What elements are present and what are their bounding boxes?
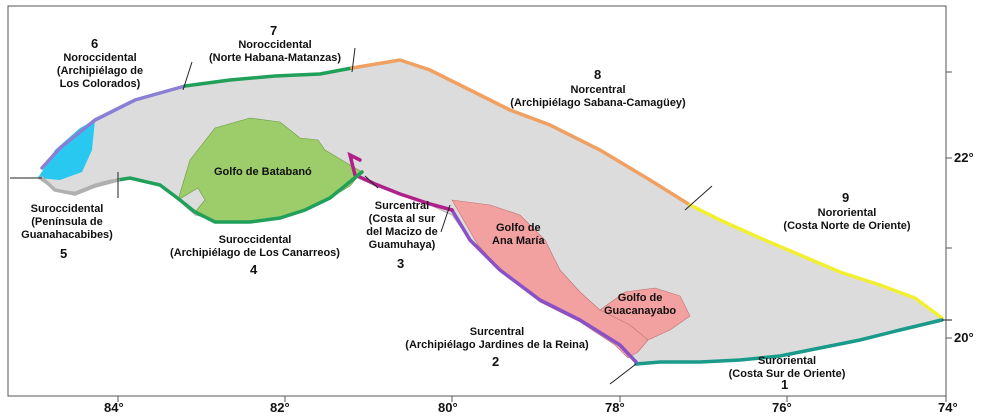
region-3-number: 3 [397, 256, 405, 271]
coast-segment-7 [183, 66, 354, 88]
y-tick-22: 22° [954, 150, 974, 165]
x-tick-78: 78° [605, 400, 625, 415]
boundary-marks [10, 47, 952, 385]
x-tick-82: 82° [270, 400, 290, 415]
region-8-label: Norcentral (Archipiélago Sabana-Camagüey) [510, 84, 686, 109]
region-9-label: Nororiental (Costa Norte de Oriente) [783, 207, 911, 232]
coast-segment-8 [350, 58, 692, 207]
coast-segment-6 [40, 84, 187, 170]
region-1-number: 1 [781, 377, 789, 392]
coast-segments [40, 58, 944, 366]
coast-segment-4 [116, 170, 364, 224]
x-tick-80: 80° [438, 400, 458, 415]
region-9-number: 9 [842, 190, 850, 205]
region-5-label: Suroccidental (Península de Guanahacabibes… [21, 203, 113, 241]
coast-segment-2 [450, 208, 638, 364]
region-4-number: 4 [250, 262, 258, 277]
coast-segment-9 [688, 203, 944, 320]
gulf-guacanayabo-label: Golfo de Guacanayabo [604, 292, 677, 317]
region-2-number: 2 [492, 354, 500, 369]
x-tick-74: 74° [938, 400, 958, 415]
x-tick-84: 84° [104, 400, 124, 415]
gulf-guacanayabo-area [599, 287, 691, 341]
region-5-number: 5 [60, 246, 68, 261]
region-8-number: 8 [594, 67, 602, 82]
coast-segment-1 [634, 318, 944, 366]
frame-ticks [117, 71, 952, 402]
region-3-label: Surcentral (Costa al sur del Macizo de Guam… [366, 200, 438, 251]
region-4-label: Suroccidental (Archipiélago de Los Canarr… [170, 234, 340, 259]
coast-segment-5 [40, 176, 120, 196]
west-tip-area [38, 120, 95, 180]
region-6-label: Noroccidental (Archipiélago de Los Colorad… [56, 52, 144, 90]
gulf-batabano-label: Golfo de Batabanó [214, 166, 312, 178]
y-tick-20: 20° [954, 330, 974, 345]
map-frame [7, 5, 947, 397]
region-7-label: Noroccidental (Norte Habana-Matanzas) [208, 39, 342, 64]
region-6-number: 6 [91, 36, 99, 51]
gulf-ana-maria-label: Golfo de Ana María [492, 222, 545, 247]
x-tick-76: 76° [772, 400, 792, 415]
coast-segment-3 [347, 151, 454, 212]
region-2-label: Surcentral (Archipiélago Jardines de la R… [405, 326, 589, 351]
region-7-number: 7 [270, 23, 278, 38]
region-1-label: Suroriental (Costa Sur de Oriente) [728, 355, 846, 380]
